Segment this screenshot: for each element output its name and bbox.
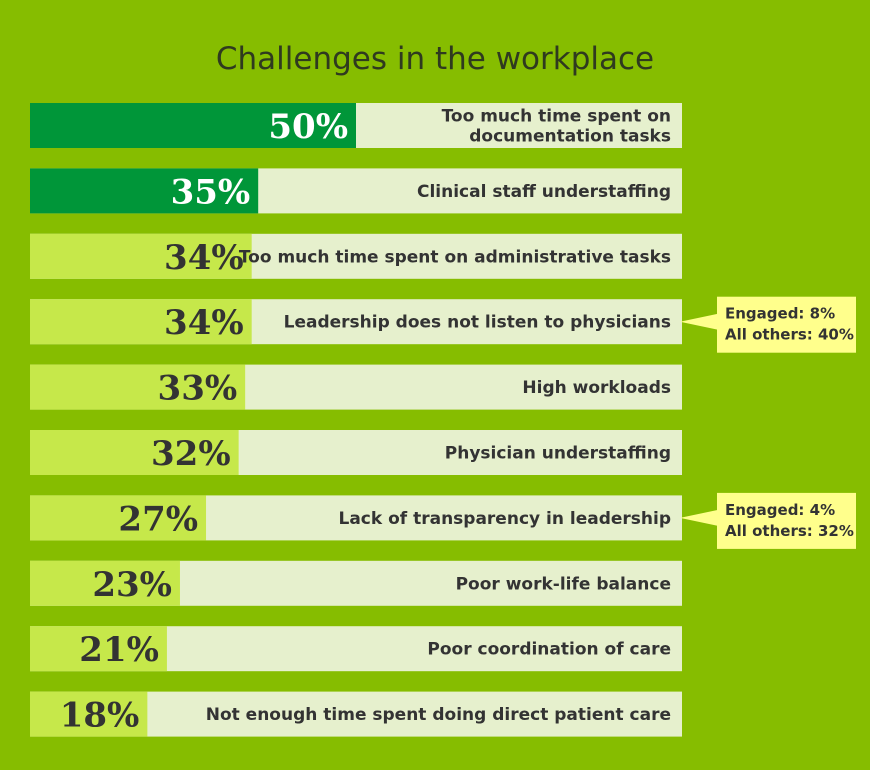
category-label: Poor coordination of care (427, 640, 671, 660)
category-label: documentation tasks (469, 127, 671, 147)
bar (30, 691, 148, 737)
callout-box (717, 492, 856, 549)
bar-row: 23% Poor work-life balance (30, 560, 682, 606)
bar-value-label: 35% (171, 172, 251, 212)
bar-value-label: 34% (164, 238, 244, 278)
bar-value-label: 33% (158, 369, 238, 409)
category-label: Leadership does not listen to physicians (284, 313, 671, 333)
chart-title: Challenges in the workplace (216, 41, 654, 77)
bar-value-label: 50% (268, 107, 348, 147)
bar-row: 21% Poor coordination of care (30, 626, 682, 672)
bar-row: 34%Too much time spent on administrative… (30, 233, 682, 279)
bar-row: 35% Clinical staff understaffing (30, 168, 682, 214)
category-label: Lack of transparency in leadership (338, 509, 671, 529)
callout-text: Engaged: 8% (725, 305, 835, 323)
bar (30, 103, 356, 148)
bar (30, 233, 252, 279)
callout-note: Engaged: 4% All others: 32% (680, 492, 856, 549)
bar-value-label: 34% (164, 303, 244, 343)
bar-value-label: 32% (151, 434, 231, 474)
callout-pointer (680, 509, 718, 526)
category-label: Clinical staff understaffing (417, 182, 671, 202)
bar-value-label: 18% (60, 696, 140, 736)
bar (30, 430, 239, 475)
bar (30, 299, 252, 345)
callout-box (717, 296, 856, 353)
callouts-group: Engaged: 8% All others: 40% Engaged: 4% All… (680, 296, 856, 549)
callout-note: Engaged: 8% All others: 40% (680, 296, 856, 353)
callout-text: All others: 32% (725, 522, 854, 540)
callout-pointer (680, 313, 718, 330)
category-label: High workloads (522, 378, 671, 398)
bar-value-label: 23% (92, 565, 172, 605)
category-label: Physician understaffing (445, 444, 671, 464)
bar (30, 626, 167, 672)
bar-row: 18% Not enough time spent doing direct pa… (30, 691, 682, 737)
bar-row: 32% Physician understaffing (30, 430, 682, 475)
bar-row: 27% Lack of transparency in leadership (30, 495, 682, 541)
callout-text: Engaged: 4% (725, 501, 835, 519)
category-label: Too much time spent on (442, 107, 671, 127)
bar (30, 560, 180, 606)
bar (30, 364, 246, 410)
bar-value-label: 21% (79, 630, 159, 670)
bar-row: 33% High workloads (30, 364, 682, 410)
category-label: Too much time spent on administrative ta… (239, 247, 671, 267)
bar (30, 168, 259, 214)
callout-text: All others: 40% (725, 326, 854, 344)
category-label: Poor work-life balance (456, 574, 671, 594)
bar-row: 34% Leadership does not listen to physici… (30, 299, 682, 345)
bar (30, 495, 207, 541)
bar-value-label: 27% (118, 499, 198, 539)
category-label: Not enough time spent doing direct patie… (206, 705, 671, 725)
